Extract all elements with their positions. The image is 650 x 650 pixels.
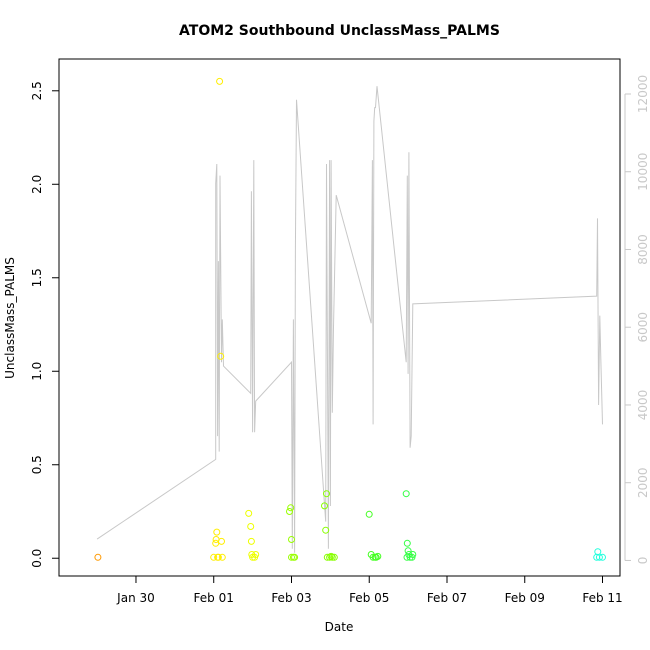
data-point <box>330 553 338 561</box>
right-y-axis: 0 2000 4000 6000 8000 10000 12000 <box>624 75 650 565</box>
data-points-layer <box>94 77 606 561</box>
right-tick-label: 8000 <box>636 234 650 265</box>
data-point <box>218 553 226 561</box>
right-tick-label: 6000 <box>636 312 650 343</box>
right-tick-label: 0 <box>636 557 650 565</box>
data-point <box>218 537 225 545</box>
data-point <box>369 553 377 561</box>
data-point <box>247 523 255 530</box>
data-point <box>402 490 410 498</box>
chart-title: ATOM2 Southbound UnclassMass_PALMS <box>179 23 500 39</box>
x-axis: Jan 30 Feb 01 Feb 03 Feb 05 Feb 07 Feb 09 Feb … <box>116 576 623 605</box>
data-point <box>594 548 602 556</box>
y-axis-label: UnclassMass_PALMS <box>3 257 17 379</box>
data-point <box>327 552 335 560</box>
data-point <box>599 553 606 561</box>
data-point <box>247 537 255 545</box>
right-tick-label: 12000 <box>636 75 650 113</box>
x-tick-label: Feb 03 <box>271 591 311 605</box>
data-point <box>288 536 295 543</box>
y-axis: 0.0 0.5 1.0 1.5 2.0 2.5 <box>30 81 59 568</box>
data-point <box>323 553 331 561</box>
secondary-line-layer <box>96 86 603 553</box>
secondary-series-line <box>96 86 603 553</box>
data-point <box>287 504 295 512</box>
y-tick-label: 0.5 <box>30 455 44 474</box>
y-tick-label: 1.5 <box>30 268 44 287</box>
right-tick-label: 2000 <box>636 467 650 498</box>
data-point <box>322 526 330 534</box>
data-point <box>291 553 299 561</box>
data-point <box>245 509 253 517</box>
data-point <box>94 553 102 561</box>
data-point <box>408 553 416 561</box>
data-point <box>217 352 225 360</box>
data-point <box>286 508 293 515</box>
x-tick-label: Feb 09 <box>505 591 545 605</box>
data-point <box>403 553 411 561</box>
x-tick-label: Feb 11 <box>582 591 622 605</box>
data-point <box>328 553 336 561</box>
data-point <box>321 502 328 510</box>
x-tick-label: Jan 30 <box>116 591 155 605</box>
plot-frame <box>58 58 621 577</box>
right-tick-label: 4000 <box>636 390 650 421</box>
data-point <box>403 539 411 547</box>
data-point <box>374 552 382 560</box>
data-point <box>404 547 412 555</box>
x-tick-label: Feb 05 <box>349 591 389 605</box>
x-tick-label: Feb 07 <box>427 591 467 605</box>
right-tick-label: 10000 <box>636 153 650 191</box>
data-point <box>365 510 373 518</box>
x-axis-label: Date <box>325 620 354 634</box>
data-point <box>288 553 295 561</box>
y-tick-label: 2.5 <box>30 81 44 100</box>
data-point <box>216 77 224 85</box>
data-point <box>323 490 330 498</box>
data-point <box>210 553 218 561</box>
data-point <box>409 551 417 558</box>
y-tick-label: 2.0 <box>30 175 44 194</box>
x-tick-label: Feb 01 <box>194 591 234 605</box>
y-tick-label: 1.0 <box>30 362 44 381</box>
data-point <box>252 551 260 558</box>
y-tick-label: 0.0 <box>30 549 44 568</box>
data-point <box>213 528 221 536</box>
data-point <box>214 553 222 561</box>
data-point <box>326 553 334 561</box>
data-point <box>595 553 603 561</box>
